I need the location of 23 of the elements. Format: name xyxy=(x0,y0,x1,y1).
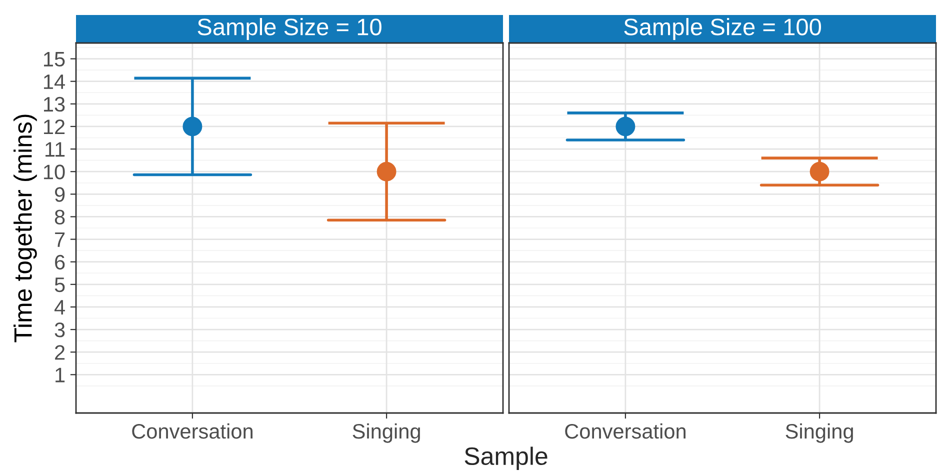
y-tick-label: 13 xyxy=(44,96,65,112)
y-tick-label: 5 xyxy=(54,278,65,292)
y-tick-label: 15 xyxy=(44,52,65,67)
chart-title: Sample Size = 100 xyxy=(624,18,822,40)
y-tick-label: 3 xyxy=(54,322,65,338)
y-tick-label: 1 xyxy=(56,368,65,382)
y-axis-title: Time together (mins) xyxy=(14,114,37,342)
x-tick-label: Conversation xyxy=(132,423,252,439)
y-tick-label: 10 xyxy=(44,164,65,180)
x-tick-label: Conversation xyxy=(565,423,686,439)
x-axis-title: Sample xyxy=(464,446,548,470)
y-tick-label: 8 xyxy=(54,210,65,224)
x-tick-label: Singing xyxy=(352,423,420,443)
y-tick-label: 12 xyxy=(44,119,65,134)
chart-title: Sample Size = 10 xyxy=(198,18,382,40)
y-tick-label: 9 xyxy=(54,187,65,202)
y-tick-label: 2 xyxy=(55,345,65,360)
y-tick-label: 6 xyxy=(55,254,65,270)
y-tick-label: 11 xyxy=(46,142,65,157)
x-tick-label: Singing xyxy=(786,423,853,443)
y-tick-label: 7 xyxy=(55,232,65,247)
y-tick-label: 4 xyxy=(54,300,65,315)
y-tick-label: 14 xyxy=(44,74,65,89)
